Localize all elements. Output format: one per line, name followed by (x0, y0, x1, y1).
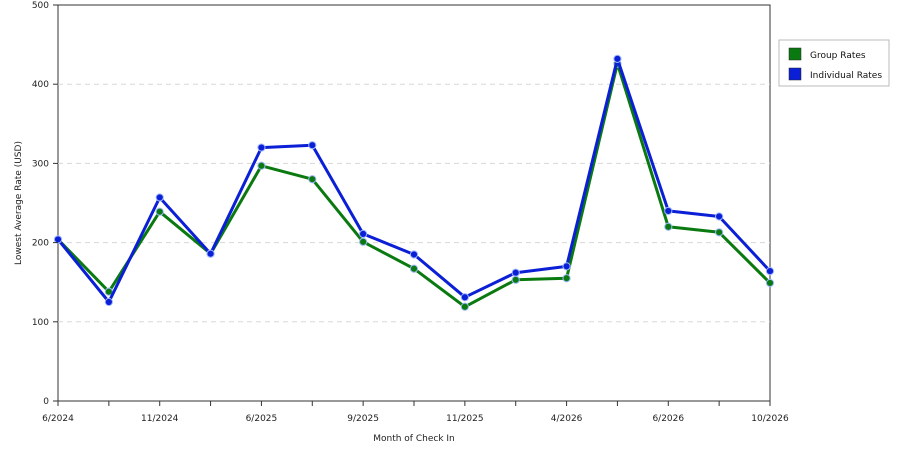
data-point-individual-rates (460, 293, 469, 302)
y-tick-label: 400 (32, 80, 49, 90)
x-tick-label: 11/2025 (446, 414, 483, 424)
data-point-group-rates (257, 161, 266, 170)
data-point-group-rates (715, 228, 724, 237)
data-point-individual-rates (613, 54, 622, 63)
y-tick-label: 300 (32, 159, 49, 169)
y-tick-label: 200 (32, 239, 49, 249)
y-tick-label: 500 (32, 1, 49, 11)
legend-label-group-rates: Group Rates (810, 51, 866, 61)
axes: 0 100 200 300 400 500 6/2024 11/2024 6/2025 9/202… (32, 1, 789, 424)
data-point-individual-rates (765, 267, 775, 276)
data-point-individual-rates (511, 268, 520, 277)
data-point-individual-rates (155, 193, 164, 202)
x-tick-label: 6/2024 (42, 414, 74, 424)
x-axis-title: Month of Check In (373, 434, 455, 444)
y-tick-label: 0 (43, 397, 49, 407)
legend: Group Rates Individual Rates (778, 39, 890, 87)
x-tick-label: 4/2026 (551, 414, 583, 424)
data-point-group-rates (155, 207, 164, 216)
data-point-group-rates (359, 237, 368, 246)
data-point-individual-rates (715, 212, 724, 221)
data-point-group-rates (308, 175, 317, 184)
data-point-individual-rates (308, 141, 317, 150)
legend-swatch-individual-rates (788, 67, 802, 81)
y-tick-label: 100 (32, 318, 49, 328)
data-point-group-rates (562, 274, 571, 283)
gridlines (58, 83, 770, 323)
x-tick-label: 11/2024 (141, 414, 179, 424)
data-point-group-rates (409, 264, 419, 273)
data-point-group-rates (460, 302, 469, 311)
plot-area (57, 4, 771, 402)
y-axis-title: Lowest Average Rate (USD) (14, 141, 24, 265)
data-point-group-rates (664, 222, 673, 231)
data-point-individual-rates (562, 262, 571, 271)
data-point-group-rates (765, 278, 775, 288)
data-point-individual-rates (53, 235, 63, 244)
data-point-individual-rates (664, 206, 673, 216)
data-point-group-rates (511, 275, 520, 284)
data-point-individual-rates (359, 229, 368, 238)
x-tick-label: 10/2026 (751, 414, 789, 424)
data-point-individual-rates (104, 297, 113, 307)
x-tick-label: 9/2025 (347, 414, 379, 424)
x-tick-label: 6/2025 (246, 414, 278, 424)
legend-label-individual-rates: Individual Rates (810, 71, 882, 81)
legend-swatch-group-rates (788, 47, 802, 61)
x-tick-label: 6/2026 (652, 414, 684, 424)
data-point-individual-rates (257, 143, 266, 152)
series-lines (53, 54, 775, 311)
data-point-individual-rates (206, 249, 215, 258)
data-point-individual-rates (409, 250, 419, 259)
